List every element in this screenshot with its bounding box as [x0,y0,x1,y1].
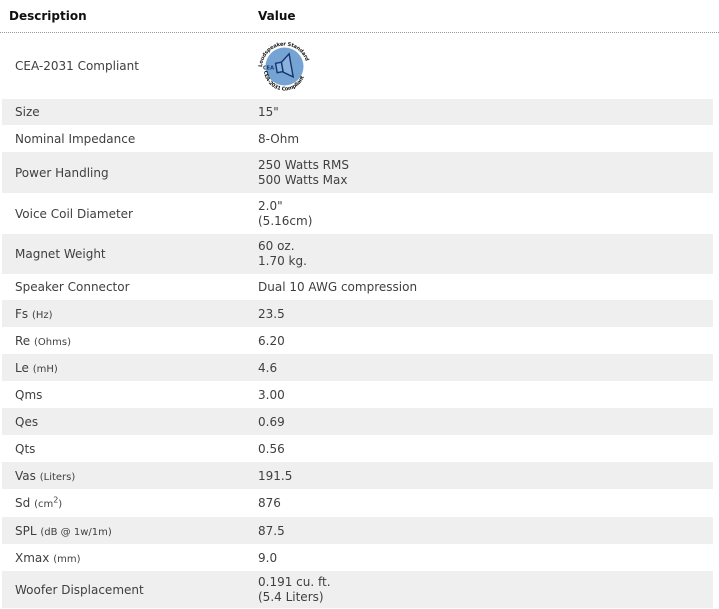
spec-value: 15" [258,105,279,119]
spec-value: 250 Watts RMS 500 Watts Max [256,158,713,188]
table-row-qts: Qts 0.56 [2,435,713,462]
spec-value: 23.5 [258,306,285,321]
spec-label: SPL (dB @ 1w/1m) [2,524,256,538]
spec-value-line: 0.191 cu. ft. [258,574,331,589]
table-row-xmax: Xmax (mm) 9.0 [2,544,713,571]
spec-value: 0.191 cu. ft. (5.4 Liters) [256,575,713,605]
spec-value: Loudspeaker Standard CEA-2031 Compliant … [256,38,713,95]
spec-label-unit: (mm) [53,553,81,565]
table-row-size: Size 15" [2,99,713,125]
table-row-woofer-displacement: Woofer Displacement 0.191 cu. ft. (5.4 L… [2,571,713,608]
spec-label: Voice Coil Diameter [15,206,133,221]
spec-label: Re (Ohms) [2,334,256,348]
spec-value-line: 250 Watts RMS [258,157,349,172]
table-row-qms: Qms 3.00 [2,381,713,408]
spec-value-line: (5.16cm) [258,213,313,228]
table-row-magnet-weight: Magnet Weight 60 oz. 1.70 kg. [2,234,713,274]
spec-label-unit: (dB @ 1w/1m) [40,526,112,538]
table-row-sd: Sd (cm2) 876 [2,489,713,517]
table-row-spl: SPL (dB @ 1w/1m) 87.5 [2,517,713,544]
spec-value: 0.56 [258,441,285,456]
spec-value: 0.69 [258,414,285,429]
spec-value-line: 2.0" [258,198,283,213]
badge-cea-text: CEA [263,65,274,71]
spec-label: Qts [15,441,36,456]
spec-value-line: 500 Watts Max [258,172,348,187]
spec-label-unit: (Liters) [39,471,76,483]
spec-label: Speaker Connector [15,280,130,294]
spec-label: Vas (Liters) [2,469,256,483]
spec-value: 6.20 [258,333,285,348]
spec-value: 876 [258,496,281,510]
table-row-vas: Vas (Liters) 191.5 [2,462,713,489]
spec-value: 191.5 [258,468,293,483]
table-row-re: Re (Ohms) 6.20 [2,327,713,354]
spec-label: Power Handling [15,165,109,180]
spec-label-text: Xmax [15,550,50,565]
spec-label: Magnet Weight [15,247,106,261]
spec-value: 60 oz. 1.70 kg. [256,239,713,269]
spec-label: Nominal Impedance [15,131,136,146]
spec-value: 9.0 [258,550,278,565]
column-header-value: Value [258,9,296,23]
spec-value: Dual 10 AWG compression [258,280,418,294]
spec-value-line: 60 oz. [258,239,295,253]
speaker-glyph-icon [274,51,295,78]
spec-label: Qms [15,387,43,402]
table-row-fs: Fs (Hz) 23.5 [2,300,713,327]
spec-label-unit: (mH) [32,363,58,375]
spec-label-text: Sd [15,496,31,510]
spec-label: CEA-2031 Compliant [15,59,139,73]
table-row-power-handling: Power Handling 250 Watts RMS 500 Watts M… [2,152,713,193]
spec-label: Xmax (mm) [2,551,256,565]
column-header-description: Description [9,9,87,23]
spec-label: Sd (cm2) [2,496,256,510]
spec-label-text: Vas [15,468,36,483]
spec-value-line: 1.70 kg. [258,254,307,268]
table-row-voice-coil-diameter: Voice Coil Diameter 2.0" (5.16cm) [2,193,713,234]
spec-label: Qes [15,414,39,429]
table-row-qes: Qes 0.69 [2,408,713,435]
spec-label: Le (mH) [2,361,256,375]
table-row-cea-compliant: CEA-2031 Compliant Loudspeaker Standard … [2,33,713,99]
spec-label-unit: (Ohms) [34,336,71,348]
spec-value: 87.5 [258,523,285,538]
spec-label-unit: (cm2) [34,495,63,510]
spec-label-unit: (Hz) [31,309,53,321]
spec-value: 8-Ohm [258,131,300,146]
spec-value: 3.00 [258,387,285,402]
spec-label: Woofer Displacement [15,582,144,597]
spec-value-line: (5.4 Liters) [258,589,324,604]
spec-label: Fs (Hz) [2,307,256,321]
spec-value: 4.6 [258,360,278,375]
spec-label-text: SPL [15,523,37,538]
spec-label: Size [15,105,40,119]
table-header-row: Description Value [0,0,719,33]
spec-label-text: Re [15,333,31,348]
table-row-le: Le (mH) 4.6 [2,354,713,381]
cea-2031-badge-icon: Loudspeaker Standard CEA-2031 Compliant … [258,40,311,92]
spec-label-text: Fs [15,306,29,321]
table-row-speaker-connector: Speaker Connector Dual 10 AWG compressio… [2,274,713,300]
spec-label-text: Le [15,360,29,375]
table-row-nominal-impedance: Nominal Impedance 8-Ohm [2,125,713,152]
spec-value: 2.0" (5.16cm) [256,199,713,229]
